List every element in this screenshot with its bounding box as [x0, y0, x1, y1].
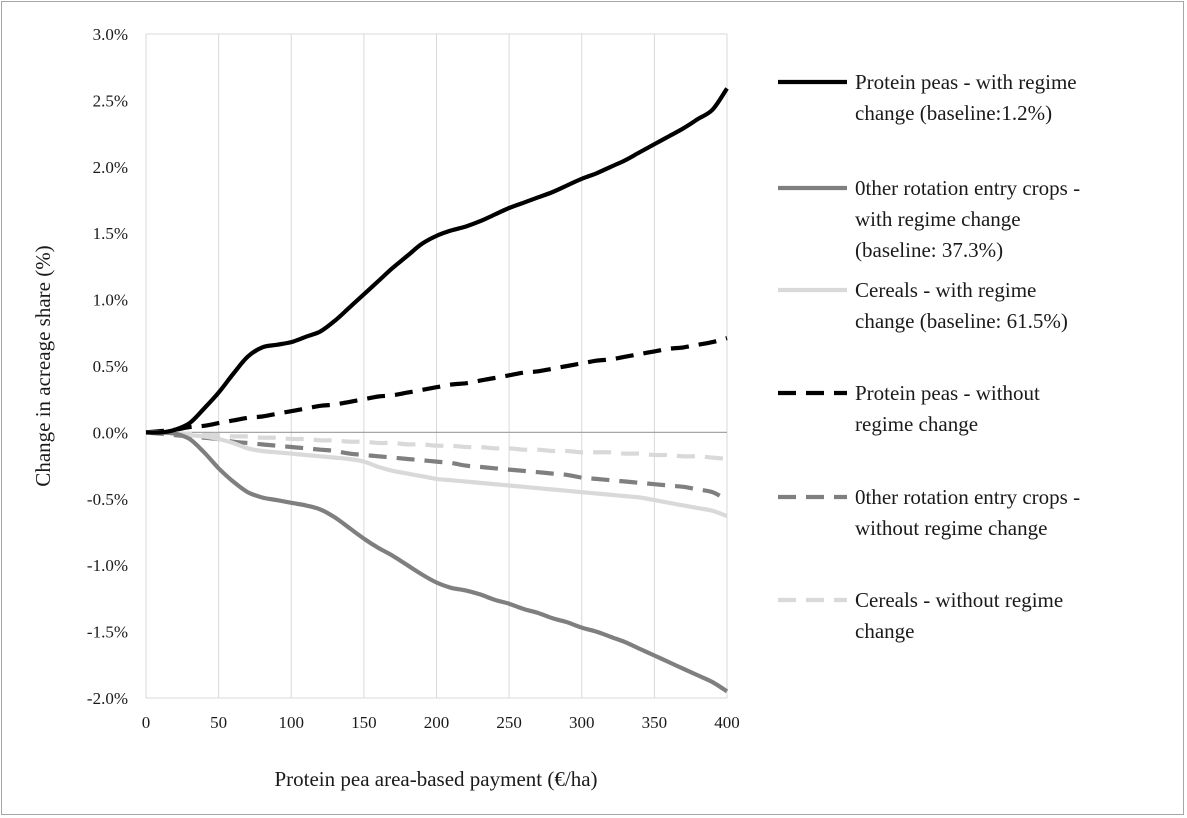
plot-area	[145, 33, 727, 699]
y-tick-label: 2.0%	[93, 158, 128, 177]
legend-entry-4: Protein peas - without regime change	[778, 381, 1040, 436]
legend-label: 0ther rotation entry crops -	[855, 485, 1080, 509]
series-line-2	[145, 430, 729, 694]
series-line-4	[145, 336, 728, 435]
y-tick-label: 1.0%	[93, 291, 128, 310]
y-tick-label: 3.0%	[93, 25, 128, 44]
legend-entry-1: Protein peas - with regime change (baseli…	[778, 70, 1077, 125]
legend-label: with regime change	[855, 207, 1021, 231]
x-tick-label: 400	[714, 713, 740, 732]
y-tick-label: 1.5%	[93, 224, 128, 243]
legend-entry-5: 0ther rotation entry crops - without regi…	[778, 485, 1080, 540]
legend-entry-6: Cereals - without regime change	[778, 588, 1063, 643]
series-line-3	[145, 430, 728, 519]
y-axis-tick-labels: 3.0% 2.5% 2.0% 1.5% 1.0% 0.5% 0.0% -0.5% -1.0% -1…	[87, 25, 128, 708]
legend-label: Cereals - without regime	[855, 588, 1063, 612]
legend-label: Protein peas - without	[855, 381, 1040, 405]
y-tick-label: 0.5%	[93, 357, 128, 376]
legend: Protein peas - with regime change (baseli…	[778, 70, 1080, 643]
legend-label: (baseline: 37.3%)	[855, 238, 1003, 262]
x-tick-label: 200	[424, 713, 450, 732]
vertical-gridlines	[218, 34, 728, 698]
y-axis-title: Change in acreage share (%)	[31, 245, 55, 486]
series-line-5	[145, 430, 729, 502]
y-tick-label: -1.5%	[87, 623, 128, 642]
legend-entry-2: 0ther rotation entry crops - with regime …	[778, 176, 1080, 262]
y-tick-label: 0.0%	[93, 423, 128, 442]
x-tick-label: 100	[279, 713, 305, 732]
series-line-6	[145, 430, 728, 462]
legend-entry-3: Cereals - with regime change (baseline: 6…	[778, 278, 1068, 333]
series-lines	[145, 87, 729, 694]
legend-label: without regime change	[855, 516, 1047, 540]
x-tick-label: 300	[569, 713, 595, 732]
y-tick-label: -0.5%	[87, 490, 128, 509]
x-tick-label: 50	[210, 713, 227, 732]
y-tick-label: -1.0%	[87, 556, 128, 575]
x-tick-label: 150	[351, 713, 377, 732]
x-axis-title: Protein pea area-based payment (€/ha)	[274, 767, 597, 791]
legend-label: change (baseline: 61.5%)	[855, 309, 1068, 333]
x-tick-label: 250	[496, 713, 522, 732]
x-axis-tick-labels: 0 50 100 150 200 250 300 350 400	[142, 713, 740, 732]
series-line-1	[145, 87, 729, 435]
legend-label: regime change	[855, 412, 978, 436]
legend-label: change	[855, 619, 914, 643]
y-tick-label: 2.5%	[93, 91, 128, 110]
x-tick-label: 0	[142, 713, 151, 732]
legend-label: 0ther rotation entry crops -	[855, 176, 1080, 200]
y-tick-label: -2.0%	[87, 689, 128, 708]
legend-label: change (baseline:1.2%)	[855, 101, 1052, 125]
legend-label: Cereals - with regime	[855, 278, 1036, 302]
x-tick-label: 350	[642, 713, 668, 732]
legend-label: Protein peas - with regime	[855, 70, 1077, 94]
